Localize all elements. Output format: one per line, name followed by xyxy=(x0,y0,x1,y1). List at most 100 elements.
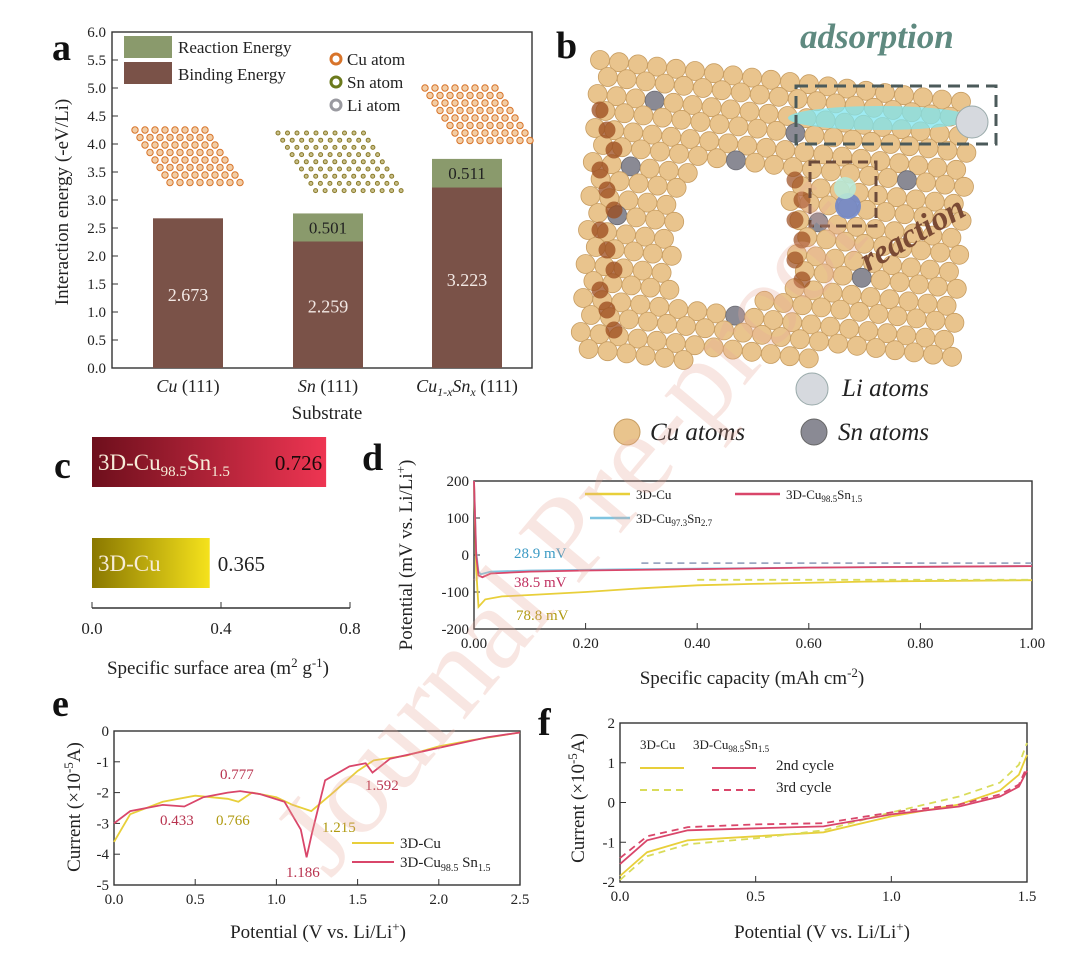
lattice-atom xyxy=(379,159,385,165)
lattice-atom xyxy=(171,156,179,164)
f-legend-2nd-cycle: 2nd cycle xyxy=(776,758,834,774)
lattice-atom xyxy=(166,178,174,187)
lattice-atom xyxy=(346,166,352,172)
lattice-atom xyxy=(313,159,319,165)
lattice-atom xyxy=(346,180,352,186)
cu-sphere-shadow xyxy=(605,201,623,219)
cu-atom-marker xyxy=(329,52,343,66)
f-ytick-label: -2 xyxy=(603,875,616,891)
lattice-atom xyxy=(322,188,328,194)
lattice-atom xyxy=(351,188,357,194)
lattice-atom xyxy=(156,148,164,157)
f-xtick-label: 1.5 xyxy=(1018,889,1037,905)
sn-sphere xyxy=(897,170,917,191)
lattice-atom xyxy=(360,173,366,179)
lattice-atom xyxy=(466,136,474,145)
cu-sphere-shadow xyxy=(605,321,623,339)
lattice-atom xyxy=(166,163,174,172)
cu-sphere xyxy=(631,139,651,160)
lattice-atom xyxy=(365,180,371,186)
a-category-cusn: Cu1-xSnx (111) xyxy=(416,376,518,399)
cu-sphere xyxy=(764,154,784,175)
cu-sphere xyxy=(578,339,599,359)
lattice-atom xyxy=(176,148,184,157)
cu-sphere xyxy=(623,241,644,262)
e-legend: 3D-Cu 3D-Cu98.5 Sn1.5 xyxy=(352,836,490,874)
lattice-atom xyxy=(501,99,509,107)
lattice-atom xyxy=(389,173,395,179)
panel-label-d: d xyxy=(362,437,383,479)
legend-label-binding: Binding Energy xyxy=(178,65,286,84)
cu-sphere xyxy=(828,333,848,354)
lattice-atom xyxy=(501,114,509,122)
cu-sphere xyxy=(575,254,596,274)
lattice-atom xyxy=(486,136,494,145)
cu-sphere xyxy=(621,275,642,296)
cu-sphere xyxy=(941,227,962,248)
lattice-atom xyxy=(211,141,219,149)
e-ytick-label: -4 xyxy=(97,847,110,863)
cu-sphere xyxy=(669,143,689,164)
lattice-atom xyxy=(356,137,362,143)
lattice-atom xyxy=(516,121,524,130)
lattice-atom xyxy=(337,137,343,143)
lattice-atom xyxy=(294,159,300,165)
a-category-labels: Cu (111) Sn (111) Cu1-xSnx (111) xyxy=(156,376,518,399)
sn-sphere xyxy=(726,150,746,171)
lattice-atom xyxy=(341,173,347,179)
cu-sphere xyxy=(942,346,962,367)
lattice-atom xyxy=(496,136,504,145)
lattice-atom xyxy=(236,178,244,187)
cu-sphere xyxy=(656,194,677,215)
cu-sphere xyxy=(944,312,965,333)
lattice-atom xyxy=(284,144,290,150)
lattice-atom xyxy=(318,166,323,172)
a-ytick-label: 2.5 xyxy=(87,221,106,237)
cu-sphere xyxy=(626,207,647,228)
c-bar xyxy=(92,437,327,487)
lattice-atom xyxy=(356,152,362,158)
cu-sphere xyxy=(730,82,751,103)
d-ytick-label: 200 xyxy=(447,474,470,490)
cu-sphere xyxy=(889,272,910,293)
atom-type-legend: Li atoms Cu atoms Sn atoms xyxy=(613,372,929,446)
li-atom-adsorbing xyxy=(955,105,989,139)
lattice-atom xyxy=(446,121,454,130)
panel-b-atomic-model: b adsorption reaction Li atoms Cu atoms … xyxy=(556,17,998,446)
lattice-atom xyxy=(451,114,459,122)
cu-sphere-shadow xyxy=(793,271,811,289)
panel-d-voltage-profile-chart: d 0.00 0.20 0.40 0.60 0.80 1.00 -200 -100 0 100 20… xyxy=(362,437,1045,689)
a-ytick-label: 5.5 xyxy=(87,53,106,69)
lattice-atom xyxy=(196,133,204,142)
lattice-atom xyxy=(351,173,357,179)
lattice-atom xyxy=(216,163,224,172)
a-bar-reaction xyxy=(432,158,502,188)
e-annotation-1-186: 1.186 xyxy=(286,865,320,881)
lattice-atom xyxy=(446,91,454,100)
f-series-3dcu-2nd xyxy=(619,754,1028,877)
cu-sphere xyxy=(887,306,908,327)
e-ytick-label: -3 xyxy=(97,816,110,832)
cu-sphere xyxy=(650,141,670,162)
e-annotation-1-592: 1.592 xyxy=(365,778,399,794)
lattice-atom xyxy=(176,133,184,142)
lattice-atom xyxy=(181,126,189,134)
panel-label-a: a xyxy=(52,27,71,69)
cu-sphere xyxy=(906,308,927,329)
lattice-atom xyxy=(516,136,524,145)
e-xtick-label: 1.0 xyxy=(267,892,286,908)
cu-sphere xyxy=(804,125,825,146)
lattice-atom xyxy=(332,130,338,136)
lattice-atom xyxy=(332,188,338,194)
cu-sphere xyxy=(588,203,609,223)
c-x-axis-title: Specific surface area (m2 g-1) xyxy=(107,655,329,679)
lattice-atom xyxy=(466,91,474,100)
lattice-atom xyxy=(181,156,189,164)
cu-sphere xyxy=(590,50,610,70)
cu-sphere xyxy=(661,245,682,266)
lattice-atom xyxy=(431,99,439,107)
lattice-atom xyxy=(365,166,371,172)
cu-sphere xyxy=(745,152,765,173)
cu-sphere xyxy=(580,186,601,206)
